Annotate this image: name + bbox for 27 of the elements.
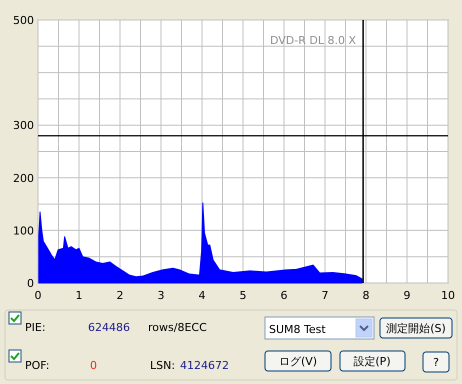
- text: 624486: [88, 321, 130, 334]
- text: ?: [433, 356, 440, 369]
- text: 0: [90, 359, 97, 372]
- x-tick-label: 3: [158, 289, 164, 302]
- x-tick-label: 2: [116, 289, 124, 302]
- text: rows/8ECC: [148, 321, 208, 334]
- x-tick-label: 9: [404, 289, 410, 302]
- text: POF:: [25, 359, 50, 372]
- y-tick-label: 500: [13, 14, 34, 27]
- y-tick-label: 0: [27, 277, 34, 290]
- text: PIE:: [25, 321, 46, 334]
- y-tick-label: 100: [13, 224, 34, 238]
- y-tick-label: 300: [13, 119, 34, 132]
- x-tick-label: 1: [76, 289, 82, 302]
- x-tick-label: 6: [280, 289, 288, 302]
- text: 4124672: [180, 359, 229, 372]
- text: ログ(V): [278, 355, 318, 368]
- text: LSN:: [150, 359, 176, 372]
- text: SUM8 Test: [269, 323, 326, 336]
- text: 測定開始(S): [386, 322, 446, 335]
- x-tick-label: 10: [441, 289, 455, 302]
- text: 設定(P): [353, 355, 391, 368]
- x-tick-label: 4: [198, 289, 206, 302]
- x-tick-label: 7: [322, 289, 328, 302]
- x-tick-label: 8: [362, 289, 370, 302]
- x-tick-label: 5: [240, 289, 246, 302]
- y-tick-label: 200: [13, 172, 34, 185]
